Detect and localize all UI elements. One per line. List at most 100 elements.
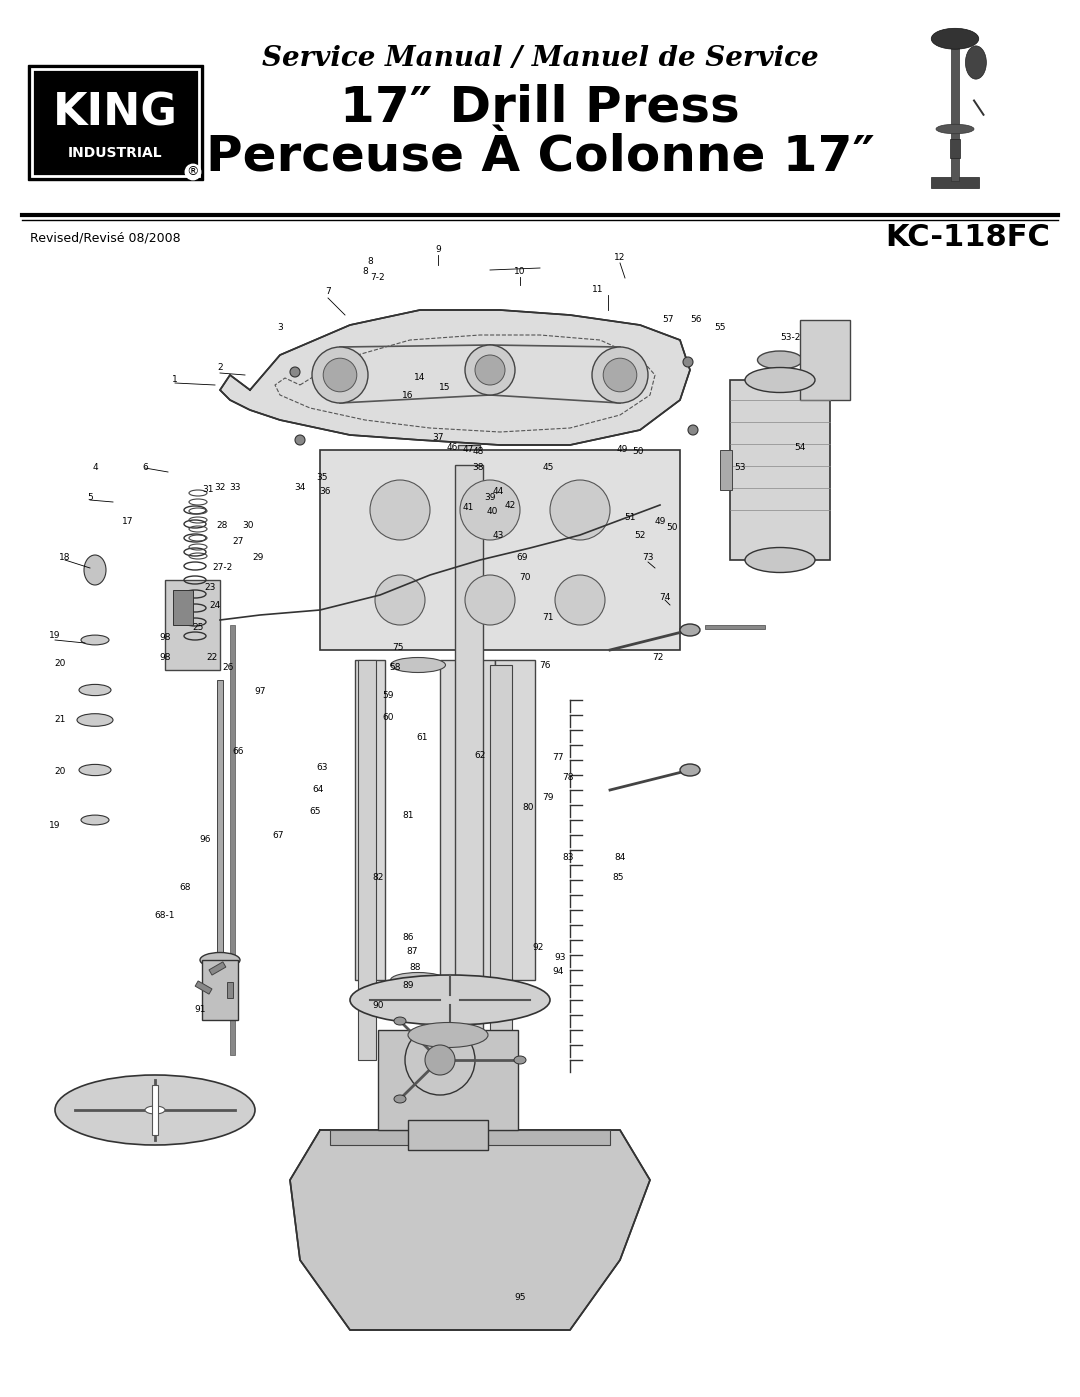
Text: 22: 22 xyxy=(206,654,218,662)
Bar xyxy=(950,138,960,158)
Text: 68-1: 68-1 xyxy=(154,911,175,919)
Text: 37: 37 xyxy=(432,433,444,443)
Text: 29: 29 xyxy=(253,553,264,563)
Text: 96: 96 xyxy=(199,835,211,845)
Text: 7: 7 xyxy=(325,288,330,296)
Text: 6: 6 xyxy=(143,464,148,472)
Circle shape xyxy=(312,346,368,402)
Text: 24: 24 xyxy=(210,601,220,609)
Bar xyxy=(28,66,203,180)
Text: 87: 87 xyxy=(406,947,418,957)
Text: 43: 43 xyxy=(492,531,503,539)
Bar xyxy=(355,659,384,981)
Ellipse shape xyxy=(680,624,700,636)
Text: 1: 1 xyxy=(172,376,178,384)
Text: 46: 46 xyxy=(446,443,458,453)
Text: 27: 27 xyxy=(232,538,244,546)
Text: 77: 77 xyxy=(552,753,564,763)
Ellipse shape xyxy=(84,555,106,585)
Text: Perceuse À Colonne 17″: Perceuse À Colonne 17″ xyxy=(205,134,875,182)
Ellipse shape xyxy=(514,1056,526,1065)
Ellipse shape xyxy=(408,1023,488,1048)
Text: 2: 2 xyxy=(217,363,222,373)
Text: 62: 62 xyxy=(474,750,486,760)
Text: 20: 20 xyxy=(54,658,66,668)
Text: 33: 33 xyxy=(229,483,241,493)
Text: 53: 53 xyxy=(734,464,746,472)
Bar xyxy=(800,320,850,400)
Circle shape xyxy=(683,358,693,367)
Text: 18: 18 xyxy=(59,553,71,563)
Text: 68: 68 xyxy=(179,883,191,893)
Circle shape xyxy=(323,358,356,391)
Text: 3: 3 xyxy=(278,324,283,332)
Bar xyxy=(330,1130,610,1146)
Bar xyxy=(931,176,978,189)
Text: Service Manual / Manuel de Service: Service Manual / Manuel de Service xyxy=(261,45,819,71)
Ellipse shape xyxy=(79,764,111,775)
Text: 41: 41 xyxy=(462,503,474,513)
Ellipse shape xyxy=(77,714,113,726)
Ellipse shape xyxy=(200,953,240,968)
Ellipse shape xyxy=(55,1076,255,1146)
Ellipse shape xyxy=(966,46,986,80)
Text: 82: 82 xyxy=(373,873,383,883)
Bar xyxy=(458,446,480,995)
Text: 66: 66 xyxy=(232,747,244,757)
Bar xyxy=(408,1120,488,1150)
Circle shape xyxy=(475,355,505,386)
Text: 4: 4 xyxy=(92,464,98,472)
Text: 27-2: 27-2 xyxy=(212,563,232,573)
Text: KING: KING xyxy=(53,91,178,134)
Circle shape xyxy=(426,1045,455,1076)
Bar xyxy=(227,982,233,997)
Text: 10: 10 xyxy=(514,267,526,277)
Circle shape xyxy=(604,358,637,391)
Text: 14: 14 xyxy=(415,373,426,383)
Bar xyxy=(720,450,732,490)
Text: 23: 23 xyxy=(204,584,216,592)
Text: 17″ Drill Press: 17″ Drill Press xyxy=(340,84,740,131)
Text: 94: 94 xyxy=(552,968,564,977)
Text: 50: 50 xyxy=(632,447,644,457)
Text: 83: 83 xyxy=(563,854,573,862)
Text: 20: 20 xyxy=(54,767,66,777)
Text: 55: 55 xyxy=(714,324,726,332)
Text: 72: 72 xyxy=(652,654,664,662)
Text: 39: 39 xyxy=(484,493,496,503)
Circle shape xyxy=(688,425,698,434)
Text: 56: 56 xyxy=(690,316,702,324)
Text: 81: 81 xyxy=(402,810,414,820)
Text: 93: 93 xyxy=(554,954,566,963)
Text: 49: 49 xyxy=(617,446,627,454)
Text: 75: 75 xyxy=(392,644,404,652)
Text: 53-2: 53-2 xyxy=(780,334,800,342)
Text: 58: 58 xyxy=(389,664,401,672)
Text: 61: 61 xyxy=(416,733,428,742)
Text: 12: 12 xyxy=(615,253,625,263)
Text: 88: 88 xyxy=(409,964,421,972)
Text: 98: 98 xyxy=(159,633,171,643)
Text: 98: 98 xyxy=(159,654,171,662)
Text: 45: 45 xyxy=(542,464,554,472)
Bar xyxy=(440,659,495,981)
Text: 32: 32 xyxy=(214,483,226,493)
Text: 91: 91 xyxy=(194,1006,206,1014)
Text: 71: 71 xyxy=(542,613,554,623)
Text: 59: 59 xyxy=(382,690,394,700)
Text: 47: 47 xyxy=(462,446,474,454)
Ellipse shape xyxy=(81,814,109,824)
Circle shape xyxy=(295,434,305,446)
Text: 48: 48 xyxy=(472,447,484,457)
Circle shape xyxy=(465,576,515,624)
Text: 31: 31 xyxy=(202,486,214,495)
Text: 11: 11 xyxy=(592,285,604,295)
Text: 92: 92 xyxy=(532,943,543,953)
Bar xyxy=(230,624,235,1055)
Bar xyxy=(705,624,765,629)
Circle shape xyxy=(405,1025,475,1095)
Text: 79: 79 xyxy=(542,793,554,802)
Bar xyxy=(951,43,959,182)
Circle shape xyxy=(555,576,605,624)
Text: INDUSTRIAL: INDUSTRIAL xyxy=(68,147,163,161)
